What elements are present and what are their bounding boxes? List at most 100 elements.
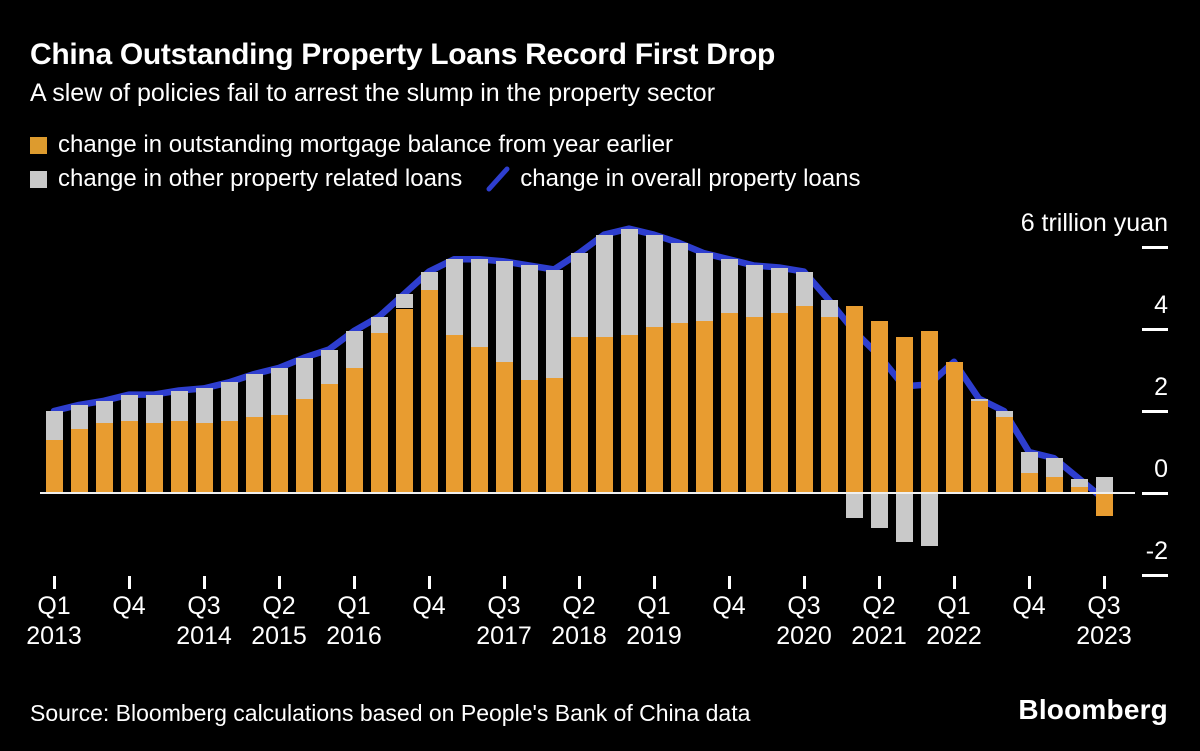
x-axis-quarter-label: Q2 [262,592,296,620]
bar-segment-mortgage-Q3-2018 [596,337,613,493]
x-axis-tick-Q4 [1028,576,1031,589]
mortgage-legend-label: change in outstanding mortgage balance f… [58,131,674,158]
bar-segment-other-Q2-2021 [871,493,888,528]
x-axis-quarter-label: Q4 [112,592,146,620]
bar-segment-other-Q2-2019 [671,242,688,323]
bar-segment-other-Q4-2021 [921,493,938,547]
bar-segment-other-Q3-2019 [696,253,713,321]
bar-segment-mortgage-Q2-2023 [1071,486,1088,493]
mortgage-swatch-icon [30,136,47,154]
bar-segment-mortgage-Q1-2016 [346,367,363,493]
x-axis-year-label: 2013 [26,622,82,650]
bar-segment-other-Q4-2019 [721,259,738,313]
x-axis-year-label: 2014 [176,622,232,650]
bar-segment-mortgage-Q2-2017 [471,347,488,493]
x-axis-tick-Q2-2021 [878,576,881,589]
bar-segment-mortgage-Q1-2018 [546,378,563,493]
bar-segment-mortgage-Q1-2014 [146,423,163,493]
bar-segment-mortgage-Q1-2017 [446,335,463,493]
bar-segment-mortgage-Q3-2021 [896,337,913,493]
bar-segment-other-Q1-2021 [846,493,863,518]
x-axis-tick-Q4 [728,576,731,589]
x-axis-tick-Q4 [428,576,431,589]
x-axis-year-label: 2021 [851,622,907,650]
bar-segment-other-Q3-2016 [396,294,413,309]
x-axis-quarter-label: Q3 [187,592,221,620]
x-axis-tick-Q4 [128,576,131,589]
x-axis-tick-Q1-2013 [53,576,56,589]
x-axis-year-label: 2016 [326,622,382,650]
legend-row-other-overall: change in other property related loans c… [30,165,860,193]
bar-segment-mortgage-Q3-2014 [196,423,213,493]
y-axis-tick-6 [1142,246,1168,249]
bar-segment-mortgage-Q4-2017 [521,380,538,493]
bar-segment-mortgage-Q2-2019 [671,322,688,493]
x-axis-year-label: 2023 [1076,622,1132,650]
bar-segment-other-Q4-2020 [821,300,838,317]
bar-segment-other-Q1-2023 [1046,458,1063,477]
bar-segment-mortgage-Q4-2019 [721,312,738,493]
x-axis-tick-Q3-2014 [203,576,206,589]
bar-segment-mortgage-Q4-2014 [221,421,238,493]
bar-segment-other-Q4-2014 [221,382,238,422]
y-axis-tick-0 [1142,492,1168,495]
bar-segment-mortgage-Q4-2022 [1021,472,1038,493]
bar-segment-mortgage-Q2-2021 [871,320,888,493]
bar-segment-mortgage-Q2-2016 [371,333,388,493]
bar-segment-other-Q2-2020 [771,267,788,313]
bar-segment-other-Q3-2014 [196,388,213,424]
bar-segment-other-Q1-2016 [346,331,363,368]
x-axis-quarter-label: Q1 [937,592,971,620]
bar-segment-other-Q2-2017 [471,259,488,348]
bar-segment-mortgage-Q2-2014 [171,421,188,493]
bar-segment-other-Q2-2016 [371,316,388,334]
bar-segment-mortgage-Q4-2020 [821,316,838,493]
bar-segment-mortgage-Q1-2021 [846,306,863,493]
bar-segment-mortgage-Q4-2016 [421,290,438,493]
bar-segment-other-Q1-2017 [446,259,463,336]
x-axis-year-label: 2018 [551,622,607,650]
x-axis-tick-Q1-2022 [953,576,956,589]
bar-segment-mortgage-Q2-2013 [71,429,88,493]
x-axis-tick-Q1-2019 [653,576,656,589]
y-axis-label-4: 4 [1154,291,1168,319]
x-axis-year-label: 2017 [476,622,532,650]
y-axis-label-6: 6 trillion yuan [1020,209,1168,237]
bloomberg-logo: Bloomberg [1018,694,1168,725]
bar-segment-mortgage-Q3-2022 [996,417,1013,493]
bar-segment-mortgage-Q4-2018 [621,335,638,493]
bar-segment-other-Q4-2022 [1021,452,1038,473]
bar-segment-other-Q3-2013 [96,400,113,424]
y-axis-tick--2 [1142,574,1168,577]
legend-row-mortgage: change in outstanding mortgage balance f… [30,131,673,159]
bar-segment-other-Q4-2018 [621,228,638,336]
x-axis-tick-Q3-2023 [1103,576,1106,589]
x-axis-quarter-label: Q3 [1087,592,1121,620]
bar-segment-mortgage-Q4-2021 [921,331,938,493]
bar-segment-mortgage-Q3-2013 [96,423,113,493]
bar-segment-mortgage-Q2-2022 [971,400,988,493]
y-axis-label-0: 0 [1154,455,1168,483]
bar-segment-other-Q4-2017 [521,265,538,381]
x-axis-year-label: 2020 [776,622,832,650]
bar-segment-other-Q1-2013 [46,411,63,440]
x-axis-quarter-label: Q2 [562,592,596,620]
bar-segment-other-Q3-2015 [296,357,313,399]
bar-segment-mortgage-Q3-2023 [1096,493,1113,516]
bar-segment-other-Q2-2018 [571,253,588,338]
bar-segment-other-Q3-2021 [896,493,913,543]
bar-segment-other-Q1-2014 [146,394,163,424]
bar-segment-other-Q2-2013 [71,404,88,430]
bar-segment-other-Q3-2022 [996,411,1013,418]
x-axis-quarter-label: Q1 [337,592,371,620]
bar-segment-other-Q1-2019 [646,234,663,327]
bar-segment-mortgage-Q2-2018 [571,337,588,493]
bar-segment-mortgage-Q1-2022 [946,361,963,493]
bar-segment-mortgage-Q4-2013 [121,421,138,493]
bar-segment-mortgage-Q2-2020 [771,312,788,493]
bar-segment-other-Q3-2023 [1096,476,1113,493]
x-axis-quarter-label: Q4 [712,592,746,620]
bar-segment-mortgage-Q4-2015 [321,384,338,493]
bar-segment-other-Q1-2018 [546,269,563,379]
